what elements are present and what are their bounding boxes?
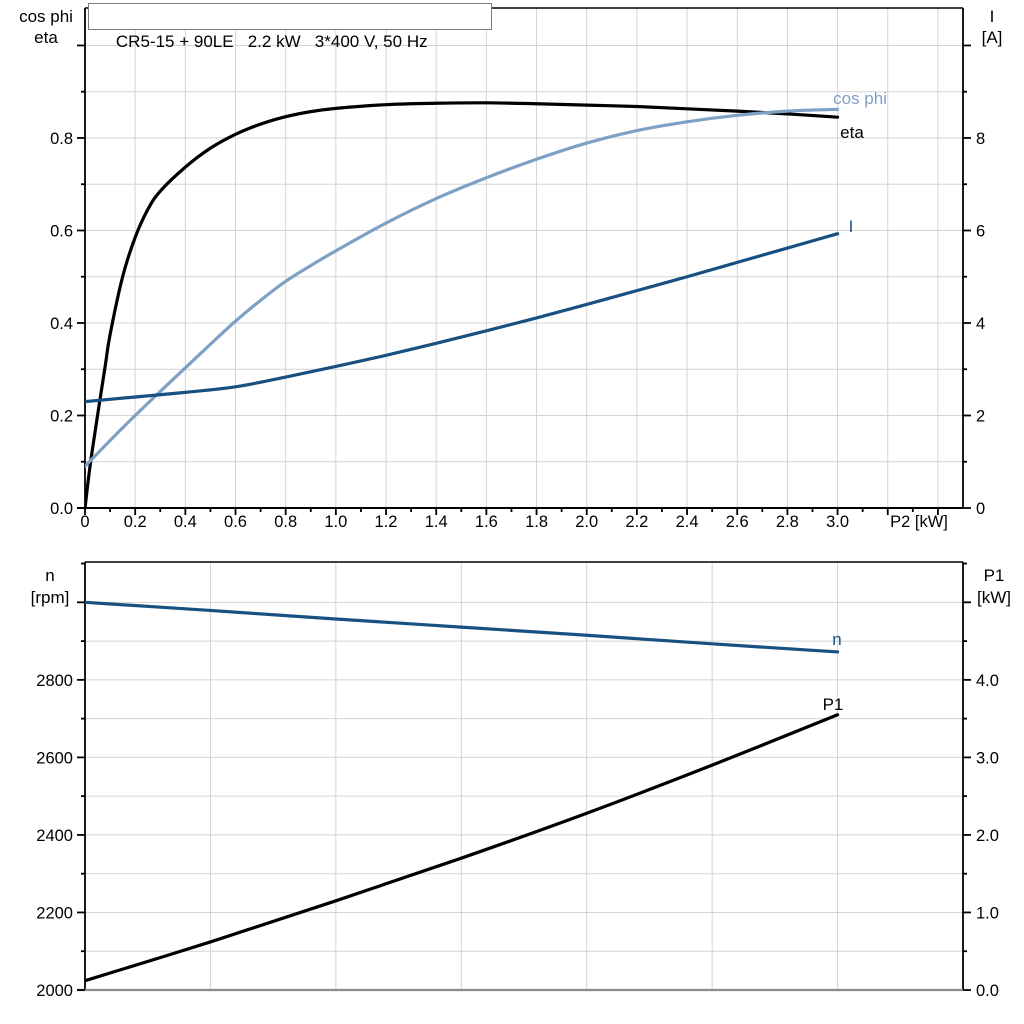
axes [77, 561, 971, 992]
left-axis-title: cos phi [19, 7, 73, 26]
tick-labels: 2000 2200 2400 2600 2800 0.0 1.0 2.0 3.0 4.0 n [rpm… [31, 566, 1011, 1000]
x-tick-label: 0.6 [224, 513, 247, 531]
right-tick-label: 6 [976, 222, 985, 240]
x-tick-label: 1.8 [525, 513, 548, 531]
left-tick-label: 2800 [36, 672, 73, 690]
cos-phi-curve [85, 107, 840, 468]
chart-title-box: CR5-15 + 90LE 2.2 kW 3*400 V, 50 Hz [88, 3, 492, 51]
speed-n-curve [85, 600, 840, 654]
x-tick-label: 2.6 [726, 513, 749, 531]
axes [77, 7, 971, 515]
left-axis-title: [rpm] [31, 588, 70, 607]
left-axis-title: n [45, 566, 54, 585]
right-axis-title: P1 [984, 566, 1005, 585]
x-tick-label: 2.2 [625, 513, 648, 531]
current-I-curve [85, 232, 840, 404]
right-tick-label: 2.0 [976, 827, 999, 845]
speed-power-chart: 2000 2200 2400 2600 2800 0.0 1.0 2.0 3.0 4.0 n [rpm… [31, 561, 1011, 1000]
right-axis-title: [kW] [977, 588, 1011, 607]
gridlines [85, 8, 963, 508]
right-tick-label: 8 [976, 130, 985, 148]
right-tick-label: 0 [976, 500, 985, 518]
gridlines [85, 562, 963, 990]
eta-curve-label: eta [840, 123, 864, 142]
x-tick-label: 3.0 [826, 513, 849, 531]
current-I-curve-label: I [849, 217, 854, 236]
cos-phi-curve-label: cos phi [833, 89, 887, 108]
x-tick-label: 1.6 [475, 513, 498, 531]
curves [85, 600, 840, 983]
left-tick-label: 2200 [36, 904, 73, 922]
x-tick-label: 2.4 [676, 513, 699, 531]
right-axis-title: I [990, 7, 995, 26]
left-tick-label: 2600 [36, 749, 73, 767]
eta-curve [85, 101, 840, 510]
left-tick-label: 2000 [36, 982, 73, 1000]
x-tick-label: 1.0 [324, 513, 347, 531]
left-axis-title: eta [34, 28, 58, 47]
left-tick-label: 0.6 [50, 222, 73, 240]
left-tick-label: 0.0 [50, 500, 73, 518]
x-tick-label: 0.8 [274, 513, 297, 531]
right-tick-label: 3.0 [976, 749, 999, 767]
x-tick-label: 0 [80, 513, 89, 531]
chart-title: CR5-15 + 90LE 2.2 kW 3*400 V, 50 Hz [115, 32, 428, 51]
right-tick-label: 4.0 [976, 672, 999, 690]
motor-electrical-chart: 0.0 0.2 0.4 0.6 0.8 0 2 4 6 8 0 0.2 0.4 0.6 0.8 1.0 1.2 1… [19, 7, 1002, 531]
x-tick-label: 2.8 [776, 513, 799, 531]
right-tick-label: 4 [976, 315, 985, 333]
input-power-P1-curve-label: P1 [823, 695, 844, 714]
tick-labels: 0.0 0.2 0.4 0.6 0.8 0 2 4 6 8 0 0.2 0.4 0.6 0.8 1.0 1.2 1… [19, 7, 1002, 531]
left-tick-label: 0.4 [50, 315, 73, 333]
x-tick-label: 0.2 [124, 513, 147, 531]
right-tick-label: 0.0 [976, 982, 999, 1000]
curves [85, 101, 840, 510]
right-axis-title: [A] [982, 28, 1003, 47]
x-tick-label: 1.4 [425, 513, 448, 531]
x-axis-title: P2 [kW] [890, 513, 948, 531]
x-tick-label: 0.4 [174, 513, 197, 531]
left-tick-label: 0.8 [50, 130, 73, 148]
left-tick-label: 0.2 [50, 407, 73, 425]
input-power-P1-curve [85, 713, 840, 983]
speed-n-curve-label: n [832, 630, 841, 649]
left-tick-label: 2400 [36, 827, 73, 845]
right-tick-label: 2 [976, 407, 985, 425]
right-tick-label: 1.0 [976, 904, 999, 922]
x-tick-label: 2.0 [575, 513, 598, 531]
x-tick-label: 1.2 [375, 513, 398, 531]
